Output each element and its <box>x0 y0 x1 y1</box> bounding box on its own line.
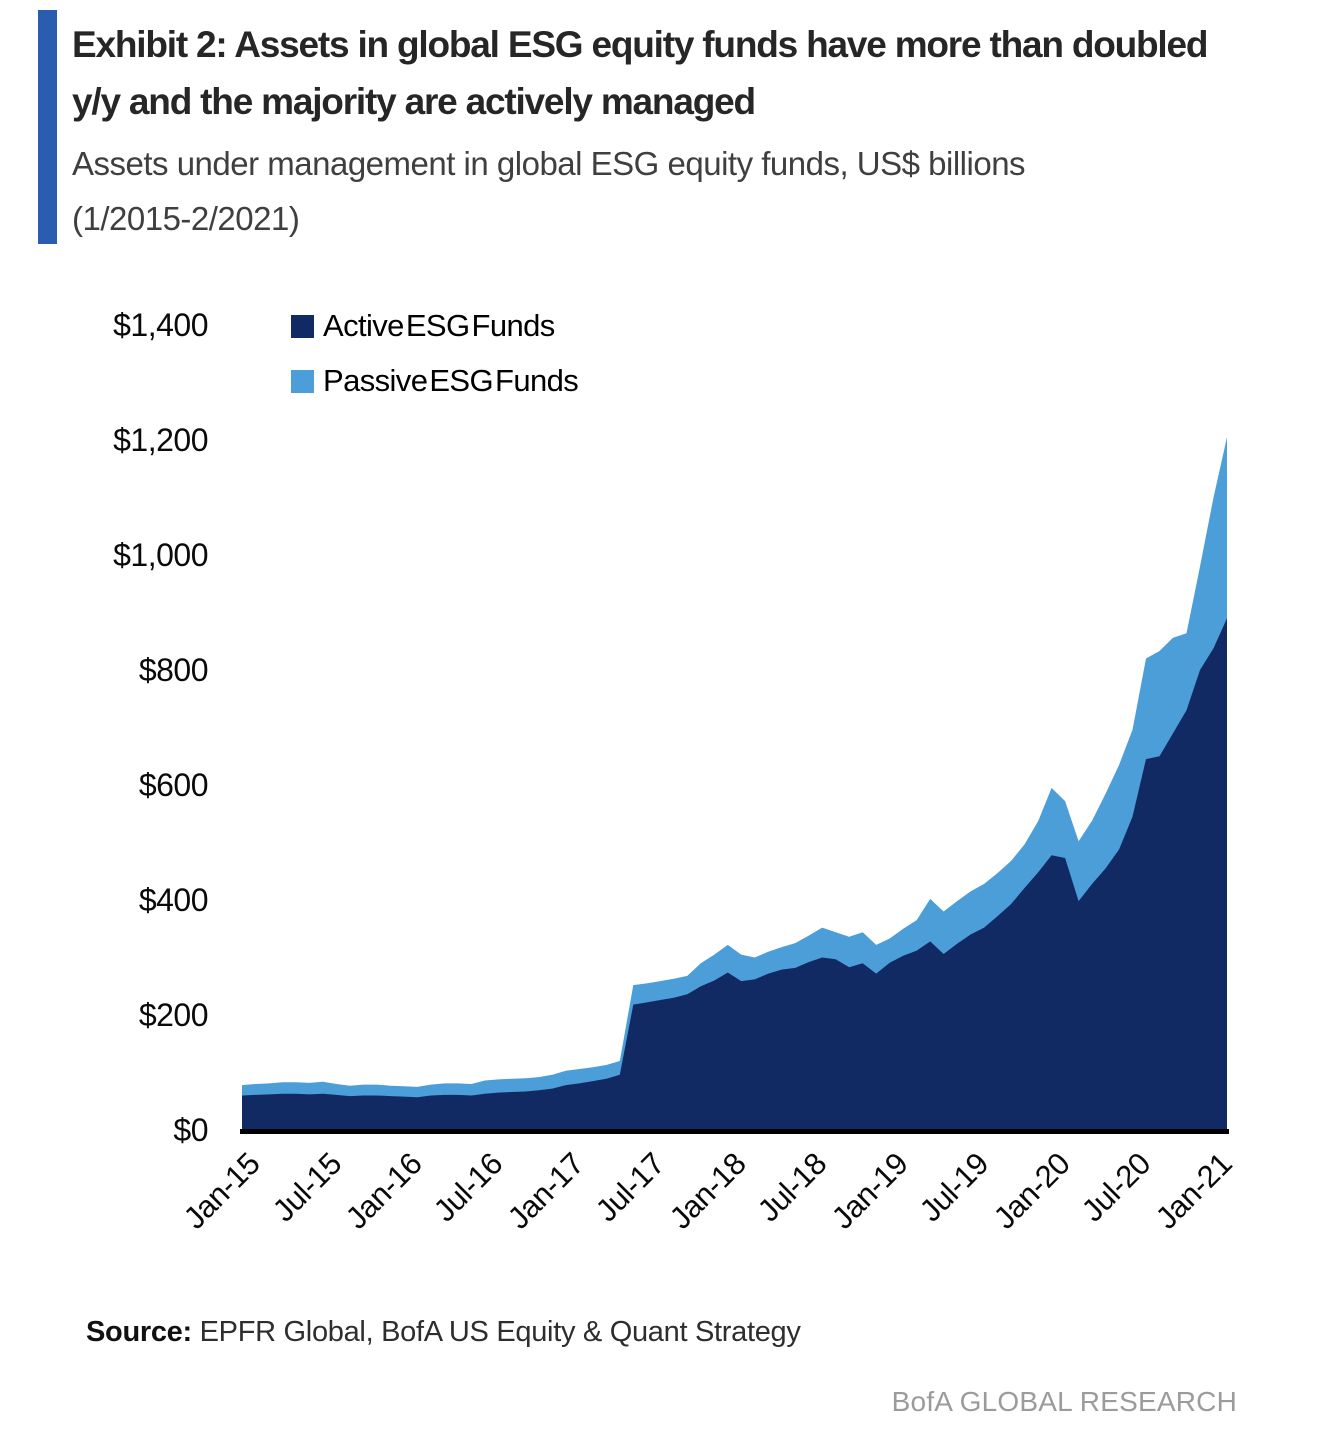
exhibit-title-line2: y/y and the majority are actively manage… <box>72 81 756 122</box>
x-axis-tick-label: Jan-19 <box>824 1146 915 1236</box>
x-axis-tick-label: Jan-21 <box>1148 1146 1239 1236</box>
source-label: Source: <box>86 1316 192 1348</box>
exhibit-accent-bar <box>38 10 57 244</box>
y-axis-tick-label: $1,000 <box>113 537 208 573</box>
y-axis-tick-label: $400 <box>138 882 209 918</box>
x-axis-tick-label: Jan-20 <box>986 1146 1077 1236</box>
x-axis-tick-label: Jan-16 <box>338 1146 429 1236</box>
x-axis-tick-label: Jul-18 <box>751 1146 834 1229</box>
x-axis-tick-label: Jan-17 <box>500 1146 591 1236</box>
x-axis-tick-label: Jul-15 <box>265 1146 348 1229</box>
source-line: Source: EPFR Global, BofA US Equity & Qu… <box>86 1316 801 1349</box>
exhibit-subtitle-line1: Assets under management in global ESG eq… <box>72 145 1026 182</box>
y-axis-tick-label: $1,400 <box>113 307 208 343</box>
exhibit-subtitle-line2: (1/2015-2/2021) <box>72 200 300 237</box>
y-axis-tick-label: $1,200 <box>113 422 208 458</box>
legend-label: Passive ESG Funds <box>323 363 579 398</box>
x-axis-line <box>240 1129 1229 1134</box>
y-axis-tick-label: $800 <box>138 652 209 688</box>
y-axis-tick-label: $200 <box>138 997 209 1033</box>
legend-item: Active ESG Funds <box>291 306 578 346</box>
source-value: EPFR Global, BofA US Equity & Quant Stra… <box>199 1316 801 1348</box>
x-axis-tick-label: Jul-16 <box>427 1146 510 1229</box>
y-axis-tick-label: $600 <box>138 767 209 803</box>
exhibit-header: Exhibit 2: Assets in global ESG equity f… <box>72 16 1332 246</box>
chart-legend: Active ESG Funds Passive ESG Funds <box>291 306 579 416</box>
legend-swatch <box>291 369 314 393</box>
legend-label: Active ESG Funds <box>323 308 555 343</box>
y-axis-tick-label: $0 <box>173 1112 208 1148</box>
exhibit-title-line1: Exhibit 2: Assets in global ESG equity f… <box>72 24 1208 65</box>
legend-swatch <box>291 314 314 338</box>
brand-text: BofA GLOBAL RESEARCH <box>891 1386 1237 1417</box>
x-axis-tick-label: Jan-15 <box>177 1146 267 1236</box>
active-esg-area <box>242 618 1227 1130</box>
legend-item: Passive ESG Funds <box>291 361 579 401</box>
x-axis-tick-label: Jan-18 <box>662 1146 753 1236</box>
x-axis-tick-label: Jul-20 <box>1074 1146 1158 1229</box>
x-axis-tick-label: Jul-19 <box>913 1146 996 1229</box>
x-axis-tick-label: Jul-17 <box>589 1146 672 1229</box>
chart-plot-svg <box>242 437 1227 1130</box>
stacked-area-chart: $0 $200 $400 $600 $800 $1,000 $1,200 $1,400 Jan… <box>113 306 1239 1236</box>
